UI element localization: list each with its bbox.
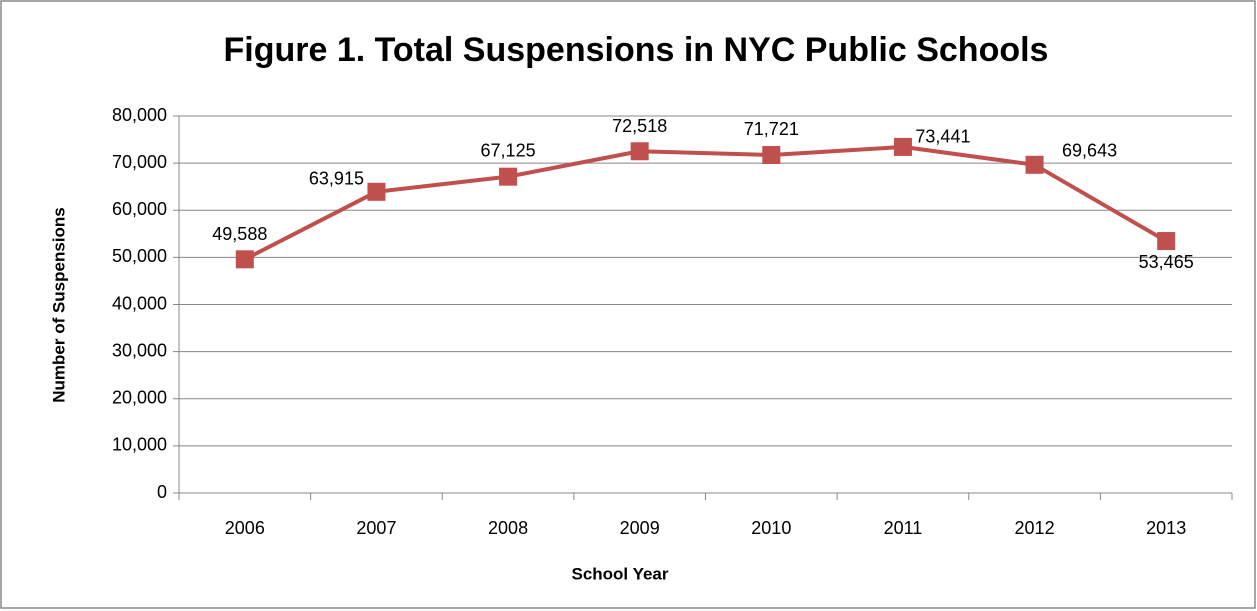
data-label: 67,125: [481, 140, 536, 160]
y-tick-label: 20,000: [112, 388, 167, 408]
data-label: 72,518: [612, 116, 667, 136]
x-tick-label: 2006: [225, 518, 265, 538]
x-axis-title: School Year: [571, 564, 668, 583]
y-tick-label: 10,000: [112, 435, 167, 455]
x-tick-label: 2009: [620, 518, 660, 538]
y-tick-label: 50,000: [112, 246, 167, 266]
marker: [499, 167, 518, 186]
x-tick-label: 2013: [1146, 518, 1186, 538]
line: [243, 144, 1168, 262]
y-tick-label: 80,000: [112, 105, 167, 125]
y-tick-label: 30,000: [112, 340, 167, 360]
x-tick-label: 2007: [356, 518, 396, 538]
data-label: 73,441: [915, 127, 970, 147]
x-tick-label: 2011: [884, 518, 923, 538]
x-tick-label: 2008: [488, 518, 528, 538]
data-label: 53,465: [1139, 252, 1194, 272]
data-label: 69,643: [1062, 141, 1117, 161]
marker: [762, 146, 781, 165]
x-tick-label: 2010: [751, 518, 791, 538]
y-tick-label: 0: [157, 482, 167, 502]
chart-title: Figure 1. Total Suspensions in NYC Publi…: [224, 31, 1049, 69]
marker: [630, 142, 649, 161]
data-label: 49,588: [212, 224, 267, 244]
marker: [893, 137, 912, 156]
data-label: 71,721: [744, 119, 799, 139]
marker: [1025, 155, 1044, 174]
marker: [1157, 232, 1176, 251]
y-tick-label: 70,000: [112, 152, 167, 172]
data-label: 63,915: [309, 169, 364, 189]
y-tick-label: 40,000: [112, 293, 167, 313]
marker: [235, 250, 254, 269]
x-tick-label: 2012: [1015, 518, 1055, 538]
marker: [367, 182, 386, 201]
y-axis-title: Number of Suspensions: [49, 207, 68, 403]
y-tick-label: 60,000: [112, 199, 167, 219]
